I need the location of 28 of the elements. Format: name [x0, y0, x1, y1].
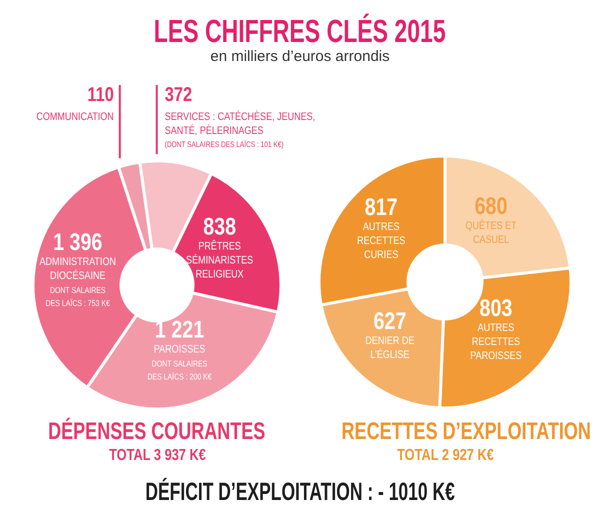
text: DÉFICIT D’EXPLOITATION : - 1010 K€: [145, 476, 455, 508]
slice-label: AUTRES RECETTES PAROISSES: [470, 322, 522, 362]
slice-label: PRÊTRES SÉMINARISTES RELIGIEUX: [186, 240, 254, 281]
text: DONT SALAIRES DES LAÏCS : 753 K€: [46, 285, 110, 308]
slice-label: QUÊTES ET CASUEL: [465, 219, 517, 246]
text: TOTAL 2 927 K€: [396, 446, 494, 466]
data-label: 1 396: [53, 228, 102, 256]
data-label: 110: [87, 82, 114, 106]
data-label: 372: [164, 82, 192, 106]
data-label: 1 221: [154, 315, 204, 343]
slice-label: AUTRES RECETTES CURIES: [357, 221, 406, 262]
slice-label: COMMUNICATION: [36, 111, 114, 124]
data-label: 627: [373, 306, 406, 334]
text: en milliers d’euros arrondis: [210, 48, 390, 66]
data-label: 817: [364, 193, 398, 221]
slice-label: ADMINISTRATION DIOCÉSAINE: [40, 256, 116, 282]
text: DONT SALAIRES DES LAÏCS : 200 K€: [147, 358, 212, 382]
data-label: 803: [480, 294, 512, 322]
slice-label: DENIER DE L’ÉGLISE: [365, 335, 415, 362]
text: RECETTES D’EXPLOITATION: [342, 418, 591, 446]
text: TOTAL 3 937 K€: [108, 446, 206, 466]
data-label: 838: [203, 212, 236, 240]
slice-label: PAROISSES: [154, 344, 206, 356]
slice-label: SERVICES : CATÉCHÈSE, JEUNES, SANTÉ, PÈLERINAGES: [164, 110, 316, 138]
text: LES CHIFFRES CLÉS 2015: [154, 13, 446, 49]
data-label: 680: [474, 192, 508, 220]
text: DÉPENSES COURANTES: [48, 418, 266, 446]
text: (DONT SALAIRES DES LAÏCS : 101 K€): [164, 139, 284, 150]
